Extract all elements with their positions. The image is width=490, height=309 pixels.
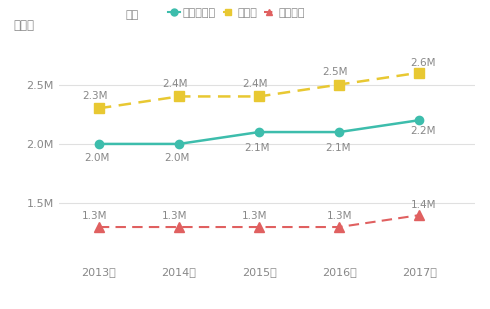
Text: 2.3M: 2.3M: [82, 91, 108, 101]
Text: 1.3M: 1.3M: [326, 211, 352, 221]
Text: 1.3M: 1.3M: [82, 211, 108, 221]
Legend: 受入平均額, 大企業, 中小企業: 受入平均額, 大企業, 中小企業: [169, 8, 305, 18]
Text: 2.4M: 2.4M: [162, 79, 188, 89]
Text: 2.0M: 2.0M: [85, 154, 110, 163]
Text: 2.1M: 2.1M: [325, 143, 350, 153]
Text: 1.4M: 1.4M: [411, 201, 436, 210]
Text: 2.0M: 2.0M: [165, 154, 190, 163]
Text: 2.5M: 2.5M: [322, 67, 348, 78]
Text: （円）: （円）: [13, 19, 34, 32]
Text: 1.3M: 1.3M: [162, 211, 188, 221]
Text: 凡例: 凡例: [125, 10, 139, 19]
Text: 1.3M: 1.3M: [242, 211, 268, 221]
Text: 2.2M: 2.2M: [411, 126, 436, 136]
Text: 2.6M: 2.6M: [411, 58, 436, 68]
Text: 2.4M: 2.4M: [242, 79, 268, 89]
Text: 2.1M: 2.1M: [245, 143, 270, 153]
